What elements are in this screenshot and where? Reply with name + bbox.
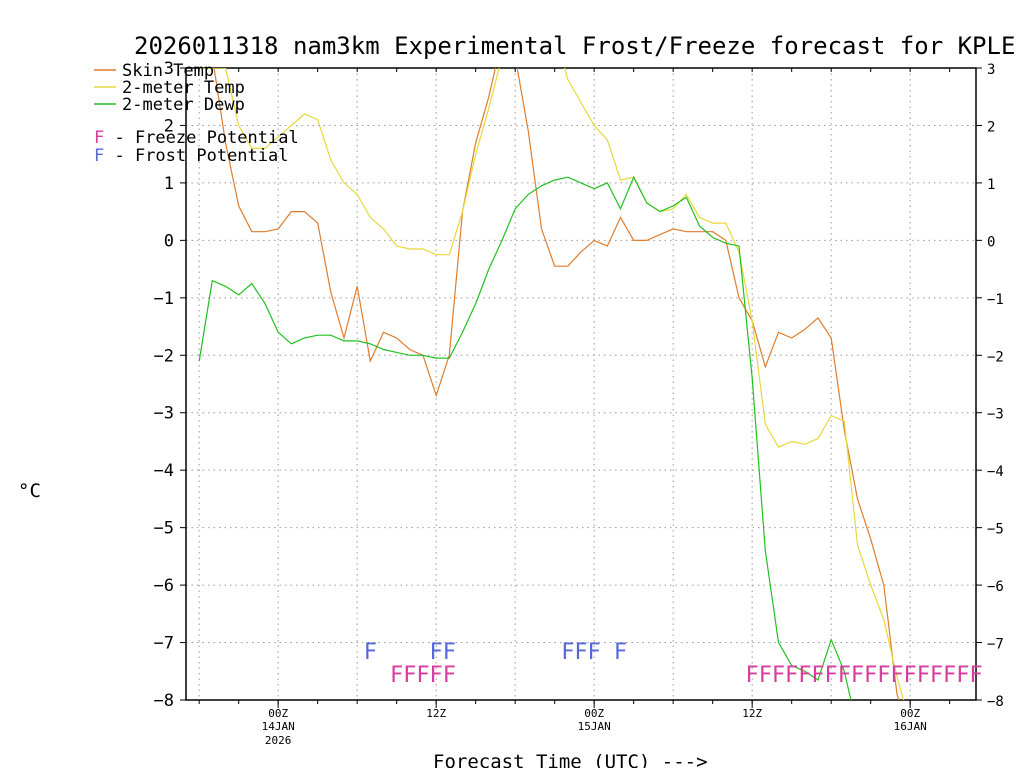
freeze-flag: F xyxy=(403,663,416,688)
y-tick-label: 0 xyxy=(164,231,174,251)
freeze-flag: F xyxy=(864,663,877,688)
freeze-flag: F xyxy=(798,663,811,688)
y-tick-label: 3 xyxy=(164,59,174,79)
y-tick-label: −4 xyxy=(154,461,174,481)
x-tick-year: 2026 xyxy=(265,734,292,747)
freeze-flag: F xyxy=(904,663,917,688)
legend-skin-temp: Skin Temp xyxy=(122,61,214,81)
legend-frost-potential: F - Frost Potential xyxy=(94,146,288,166)
y-tick-label-right: −1 xyxy=(987,292,1004,308)
y-tick-label-right: −8 xyxy=(987,694,1004,710)
y-tick-label-right: −6 xyxy=(987,579,1004,595)
plot-frame xyxy=(185,67,977,701)
freeze-flag: F xyxy=(969,663,982,688)
frost-flag: F xyxy=(430,640,443,665)
y-tick-label-right: 2 xyxy=(987,119,995,135)
freeze-flag: F xyxy=(930,663,943,688)
y-tick-label: −7 xyxy=(154,634,174,654)
x-tick-label: 00Z xyxy=(584,707,604,720)
x-tick-date: 16JAN xyxy=(894,720,927,733)
y-tick-label-right: −2 xyxy=(987,349,1004,365)
freeze-flag: F xyxy=(430,663,443,688)
x-tick-date: 15JAN xyxy=(578,720,611,733)
freeze-flag: F xyxy=(956,663,969,688)
y-tick-label: −1 xyxy=(154,289,174,309)
y-tick-label-right: 3 xyxy=(987,62,995,78)
y-tick-label-right: 1 xyxy=(987,177,995,193)
x-tick-label: 00Z xyxy=(268,707,288,720)
freeze-flag: F xyxy=(390,663,403,688)
x-tick-label: 00Z xyxy=(900,707,920,720)
y-tick-label: 1 xyxy=(164,174,174,194)
freeze-flag: F xyxy=(917,663,930,688)
frost-freeze-flags: F F F F F F FF F F F F F F F F F F F F F F F F F F F F F F xyxy=(364,640,983,688)
y-tick-label-right: −5 xyxy=(987,522,1004,538)
grid-lines xyxy=(186,68,976,700)
frost-flag: F xyxy=(574,640,587,665)
freeze-flag: F xyxy=(811,663,824,688)
freeze-flag: F xyxy=(416,663,429,688)
freeze-flag: F xyxy=(443,663,456,688)
series-lines xyxy=(198,68,905,700)
frost-flag: F xyxy=(561,640,574,665)
y-tick-label: −6 xyxy=(154,576,174,596)
y-tick-label: −5 xyxy=(154,519,174,539)
y-tick-label: −2 xyxy=(154,346,174,366)
legend: Skin Temp 2-meter Temp 2-meter Dewp F - … xyxy=(94,61,299,166)
y-tick-label: 2 xyxy=(164,116,174,136)
legend-2m-dewp: 2-meter Dewp xyxy=(122,95,245,115)
frost-flag: F xyxy=(364,640,377,665)
frost-flag: F xyxy=(588,640,601,665)
freeze-flag: F xyxy=(851,663,864,688)
frost-flag: F xyxy=(443,640,456,665)
frost-text: - Frost Potential xyxy=(104,146,288,166)
freeze-flag: F xyxy=(838,663,851,688)
y-tick-label: −8 xyxy=(154,691,174,711)
series-line-2-meter-dewp xyxy=(198,175,852,700)
series-line-2-meter-temp xyxy=(199,68,905,700)
frost-flag: F xyxy=(614,640,627,665)
freeze-flag: F xyxy=(877,663,890,688)
x-tick-label: 12Z xyxy=(426,707,446,720)
freeze-flag: F xyxy=(785,663,798,688)
freeze-flag: F xyxy=(825,663,838,688)
freeze-text: - Freeze Potential xyxy=(104,128,298,148)
freeze-flag: F xyxy=(759,663,772,688)
series-line-skin-temp xyxy=(199,68,900,700)
y-tick-label-right: −7 xyxy=(987,637,1004,653)
x-tick-label: 12Z xyxy=(742,707,762,720)
y-axis-label: °C xyxy=(18,480,41,502)
freeze-letter: F xyxy=(94,128,104,148)
y-tick-label-right: −3 xyxy=(987,407,1004,423)
x-tick-date: 14JAN xyxy=(262,720,295,733)
y-tick-label-right: −4 xyxy=(987,464,1004,480)
x-axis-label: Forecast Time (UTC) ---> xyxy=(433,751,708,768)
legend-2m-temp: 2-meter Temp xyxy=(122,78,245,98)
freeze-flag: F xyxy=(746,663,759,688)
frost-letter: F xyxy=(94,146,104,166)
freeze-flag: F xyxy=(772,663,785,688)
legend-freeze-potential: F - Freeze Potential xyxy=(94,128,299,148)
freeze-flag: F xyxy=(890,663,903,688)
chart-title: 2026011318 nam3km Experimental Frost/Fre… xyxy=(134,32,1015,60)
axis-ticks: 3 3 2 2 1 1 0 0 −1 −1 −2 −2 −3 −3 −4 −4 −5 −5 −6 −6 −7 −7 −8 −8… xyxy=(154,59,1004,747)
y-tick-label: −3 xyxy=(154,404,174,424)
freeze-flag: F xyxy=(943,663,956,688)
y-tick-label-right: 0 xyxy=(987,234,995,250)
